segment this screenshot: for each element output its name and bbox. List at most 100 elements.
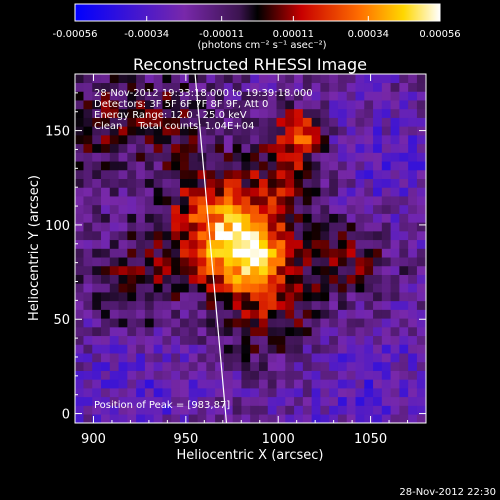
heatmap-cell xyxy=(390,291,400,302)
heatmap-cell xyxy=(294,239,304,249)
heatmap-cell xyxy=(276,291,286,302)
heatmap-cell xyxy=(92,204,102,214)
heatmap-cell xyxy=(408,344,418,354)
heatmap-cell xyxy=(311,134,321,145)
heatmap-cell xyxy=(188,169,199,179)
heatmap-cell xyxy=(311,143,321,153)
heatmap-cell xyxy=(416,361,426,371)
heatmap-cell xyxy=(75,274,85,284)
heatmap-cell xyxy=(416,143,426,153)
heatmap-cell xyxy=(390,370,400,380)
heatmap-cell xyxy=(355,74,365,84)
heatmap-cell xyxy=(311,291,321,302)
colorbar-tick-label: 0.00011 xyxy=(273,29,314,40)
heatmap-cell xyxy=(364,152,374,162)
heatmap-cell xyxy=(302,230,313,241)
heatmap-cell xyxy=(355,361,365,371)
heatmap-cell xyxy=(267,74,278,84)
heatmap-cell xyxy=(171,318,181,328)
heatmap-cell xyxy=(118,405,128,415)
heatmap-cell xyxy=(206,300,216,310)
heatmap-cell xyxy=(302,256,313,267)
heatmap-cell xyxy=(197,230,207,241)
heatmap-cell xyxy=(329,178,339,188)
heatmap-cell xyxy=(381,74,392,84)
heatmap-cell xyxy=(381,335,392,345)
heatmap-cell xyxy=(144,265,155,275)
heatmap-cell xyxy=(241,326,251,337)
heatmap-cell xyxy=(188,91,199,101)
heatmap-cell xyxy=(320,178,330,188)
heatmap-cell xyxy=(294,195,304,206)
heatmap-cell xyxy=(320,82,330,92)
heatmap-cell xyxy=(75,99,85,110)
heatmap-cell xyxy=(364,239,374,249)
heatmap-cell xyxy=(223,108,234,118)
heatmap-cell xyxy=(250,152,260,162)
heatmap-cell xyxy=(258,352,269,363)
heatmap-cell xyxy=(118,152,128,162)
heatmap-cell xyxy=(408,160,418,171)
heatmap-cell xyxy=(329,230,339,241)
heatmap-cell xyxy=(346,283,357,293)
heatmap-cell xyxy=(83,274,93,284)
heatmap-cell xyxy=(276,126,286,136)
heatmap-cell xyxy=(381,326,392,337)
heatmap-cell xyxy=(355,108,365,118)
heatmap-cell xyxy=(136,387,146,398)
heatmap-cell xyxy=(215,169,225,179)
heatmap-cell xyxy=(250,169,260,179)
heatmap-cell xyxy=(206,82,216,92)
heatmap-cell xyxy=(381,291,392,302)
heatmap-cell xyxy=(162,230,172,241)
heatmap-cell xyxy=(390,169,400,179)
heatmap-cell xyxy=(144,300,155,310)
heatmap-cell xyxy=(109,82,120,92)
heatmap-cell xyxy=(258,91,269,101)
heatmap-cell xyxy=(416,117,426,127)
heatmap-cell xyxy=(223,248,234,258)
heatmap-cell xyxy=(390,143,400,153)
heatmap-cell xyxy=(364,379,374,389)
heatmap-cell xyxy=(294,222,304,232)
heatmap-cell xyxy=(171,309,181,319)
heatmap-cell xyxy=(127,335,137,345)
heatmap-cell xyxy=(153,99,164,110)
heatmap-cell xyxy=(399,117,409,127)
heatmap-cell xyxy=(276,222,286,232)
heatmap-cell xyxy=(346,143,357,153)
heatmap-cell xyxy=(329,143,339,153)
solar-limb-line xyxy=(194,74,228,423)
heatmap-cell xyxy=(285,126,295,136)
heatmap-cell xyxy=(276,396,286,406)
heatmap-cell xyxy=(373,213,383,223)
heatmap-cell xyxy=(197,309,207,319)
heatmap-cell xyxy=(258,326,269,337)
heatmap-cell xyxy=(92,361,102,371)
heatmap-cell xyxy=(153,143,164,153)
heatmap-cell xyxy=(294,370,304,380)
heatmap-cell xyxy=(329,309,339,319)
heatmap-cell xyxy=(258,248,269,258)
heatmap-cell xyxy=(223,152,234,162)
heatmap-cell xyxy=(311,265,321,275)
heatmap-cell xyxy=(171,274,181,284)
heatmap-cell xyxy=(75,82,85,92)
heatmap-cell xyxy=(416,309,426,319)
heatmap-cell xyxy=(109,256,120,267)
heatmap-cell xyxy=(267,187,278,197)
heatmap-cell xyxy=(223,230,234,241)
heatmap-cell xyxy=(92,91,102,101)
heatmap-cell xyxy=(311,82,321,92)
timestamp: 28-Nov-2012 22:30 xyxy=(399,487,496,498)
heatmap-cell xyxy=(408,169,418,179)
heatmap-cell xyxy=(373,195,383,206)
heatmap-cell xyxy=(329,387,339,398)
heatmap-cell xyxy=(215,126,225,136)
heatmap-cell xyxy=(109,265,120,275)
heatmap-cell xyxy=(267,396,278,406)
heatmap-cell xyxy=(346,291,357,302)
heatmap-cell xyxy=(75,134,85,145)
heatmap-cell xyxy=(92,309,102,319)
heatmap-cell xyxy=(311,160,321,171)
